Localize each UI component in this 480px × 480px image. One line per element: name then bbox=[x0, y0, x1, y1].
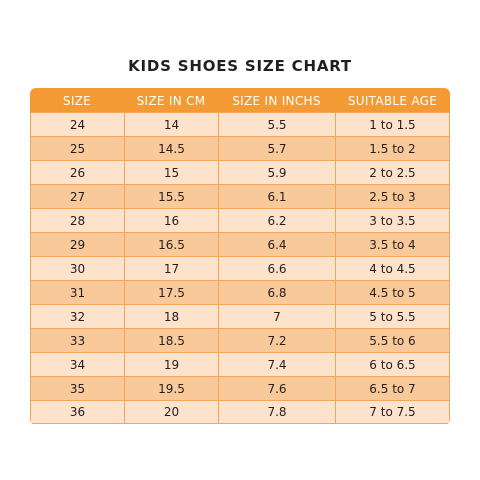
header-suitable-age: SUITABLE AGE bbox=[335, 88, 450, 113]
size-in-cm-cell: 17 bbox=[124, 256, 218, 280]
size-cell: 34 bbox=[30, 352, 124, 376]
size-in-cm-cell: 17.5 bbox=[124, 280, 218, 304]
size-in-inchs-cell: 6.6 bbox=[218, 256, 335, 280]
suitable-age-cell: 5.5 to 6 bbox=[335, 328, 450, 352]
size-chart-table: SIZE SIZE IN CM SIZE IN INCHS SUITABLE A… bbox=[30, 88, 450, 425]
suitable-age-cell: 1.5 to 2 bbox=[335, 136, 450, 160]
size-cell: 26 bbox=[30, 160, 124, 184]
size-in-inchs-cell: 6.2 bbox=[218, 208, 335, 232]
size-cell: 25 bbox=[30, 136, 124, 160]
size-cell: 29 bbox=[30, 232, 124, 256]
size-cell: 30 bbox=[30, 256, 124, 280]
size-in-cm-cell: 16.5 bbox=[124, 232, 218, 256]
size-in-cm-cell: 15 bbox=[124, 160, 218, 184]
header-size: SIZE bbox=[30, 88, 124, 113]
suitable-age-cell: 3.5 to 4 bbox=[335, 232, 450, 256]
size-cell: 28 bbox=[30, 208, 124, 232]
size-in-inchs-cell: 5.9 bbox=[218, 160, 335, 184]
size-in-cm-cell: 20 bbox=[124, 400, 218, 424]
size-in-cm-cell: 16 bbox=[124, 208, 218, 232]
suitable-age-cell: 4.5 to 5 bbox=[335, 280, 450, 304]
size-in-inchs-cell: 7.4 bbox=[218, 352, 335, 376]
size-in-cm-cell: 15.5 bbox=[124, 184, 218, 208]
suitable-age-cell: 2 to 2.5 bbox=[335, 160, 450, 184]
size-in-inchs-cell: 6.1 bbox=[218, 184, 335, 208]
suitable-age-cell: 2.5 to 3 bbox=[335, 184, 450, 208]
size-in-cm-cell: 14.5 bbox=[124, 136, 218, 160]
suitable-age-cell: 1 to 1.5 bbox=[335, 112, 450, 136]
suitable-age-cell: 6.5 to 7 bbox=[335, 376, 450, 400]
suitable-age-cell: 7 to 7.5 bbox=[335, 400, 450, 424]
chart-title: KIDS SHOES SIZE CHART bbox=[128, 57, 352, 75]
suitable-age-cell: 5 to 5.5 bbox=[335, 304, 450, 328]
suitable-age-cell: 3 to 3.5 bbox=[335, 208, 450, 232]
header-size-in-inchs: SIZE IN INCHS bbox=[218, 88, 335, 113]
size-in-inchs-cell: 6.8 bbox=[218, 280, 335, 304]
size-in-inchs-cell: 7 bbox=[218, 304, 335, 328]
header-size-in-cm: SIZE IN CM bbox=[124, 88, 218, 113]
size-cell: 27 bbox=[30, 184, 124, 208]
size-cell: 33 bbox=[30, 328, 124, 352]
size-in-inchs-cell: 7.2 bbox=[218, 328, 335, 352]
size-in-inchs-cell: 6.4 bbox=[218, 232, 335, 256]
size-in-cm-cell: 18 bbox=[124, 304, 218, 328]
size-in-cm-cell: 14 bbox=[124, 112, 218, 136]
size-in-cm-cell: 18.5 bbox=[124, 328, 218, 352]
size-cell: 31 bbox=[30, 280, 124, 304]
size-cell: 35 bbox=[30, 376, 124, 400]
size-cell: 32 bbox=[30, 304, 124, 328]
size-cell: 36 bbox=[30, 400, 124, 424]
size-cell: 24 bbox=[30, 112, 124, 136]
size-in-inchs-cell: 5.7 bbox=[218, 136, 335, 160]
size-in-cm-cell: 19.5 bbox=[124, 376, 218, 400]
suitable-age-cell: 6 to 6.5 bbox=[335, 352, 450, 376]
size-in-inchs-cell: 7.8 bbox=[218, 400, 335, 424]
size-in-cm-cell: 19 bbox=[124, 352, 218, 376]
suitable-age-cell: 4 to 4.5 bbox=[335, 256, 450, 280]
size-in-inchs-cell: 5.5 bbox=[218, 112, 335, 136]
size-in-inchs-cell: 7.6 bbox=[218, 376, 335, 400]
